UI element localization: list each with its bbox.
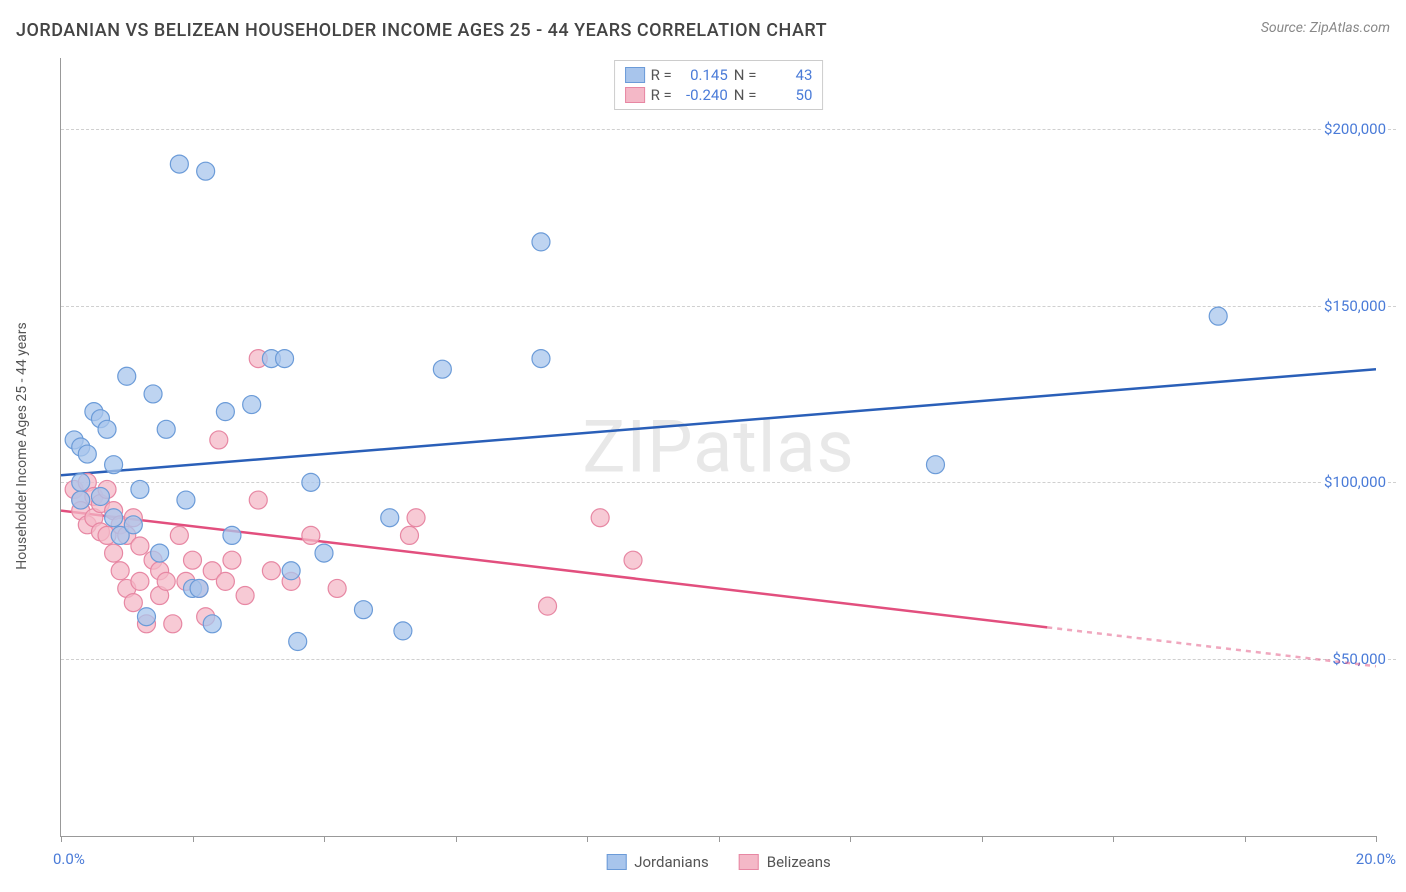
x-tick	[1113, 836, 1114, 842]
chart-title: JORDANIAN VS BELIZEAN HOUSEHOLDER INCOME…	[16, 20, 827, 41]
legend-item-belizeans: Belizeans	[739, 853, 831, 871]
legend-swatch-icon	[739, 854, 759, 870]
x-axis-max-label: 20.0%	[1356, 850, 1396, 868]
x-tick	[61, 836, 62, 842]
r-label: R =	[651, 66, 672, 84]
x-tick	[193, 836, 194, 842]
chart-source: Source: ZipAtlas.com	[1261, 20, 1390, 36]
r-value-jordanians: 0.145	[678, 66, 728, 84]
x-tick	[1376, 836, 1377, 842]
legend-row-belizeans: R = -0.240 N = 50	[625, 85, 813, 105]
scatter-svg	[61, 58, 1376, 836]
n-label: N =	[734, 66, 757, 84]
r-label: R =	[651, 86, 672, 104]
chart-plot-area: ZIPatlas R = 0.145 N = 43 R = -0.240 N =…	[60, 58, 1376, 837]
legend-label-jordanians: Jordanians	[634, 853, 709, 871]
legend-item-jordanians: Jordanians	[606, 853, 709, 871]
x-tick	[587, 836, 588, 842]
legend-swatch-jordanians	[625, 67, 645, 83]
r-value-belizeans: -0.240	[678, 86, 728, 104]
correlation-legend: R = 0.145 N = 43 R = -0.240 N = 50	[614, 60, 824, 110]
n-label: N =	[734, 86, 757, 104]
series-legend: Jordanians Belizeans	[606, 853, 831, 871]
y-axis-title: Householder Income Ages 25 - 44 years	[14, 322, 30, 569]
legend-label-belizeans: Belizeans	[767, 853, 831, 871]
x-tick	[324, 836, 325, 842]
x-axis-min-label: 0.0%	[53, 850, 85, 868]
legend-row-jordanians: R = 0.145 N = 43	[625, 65, 813, 85]
x-tick	[982, 836, 983, 842]
x-tick	[719, 836, 720, 842]
n-value-jordanians: 43	[762, 66, 812, 84]
n-value-belizeans: 50	[762, 86, 812, 104]
legend-swatch-icon	[606, 854, 626, 870]
x-tick	[850, 836, 851, 842]
legend-swatch-belizeans	[625, 87, 645, 103]
x-tick	[1245, 836, 1246, 842]
x-tick	[456, 836, 457, 842]
